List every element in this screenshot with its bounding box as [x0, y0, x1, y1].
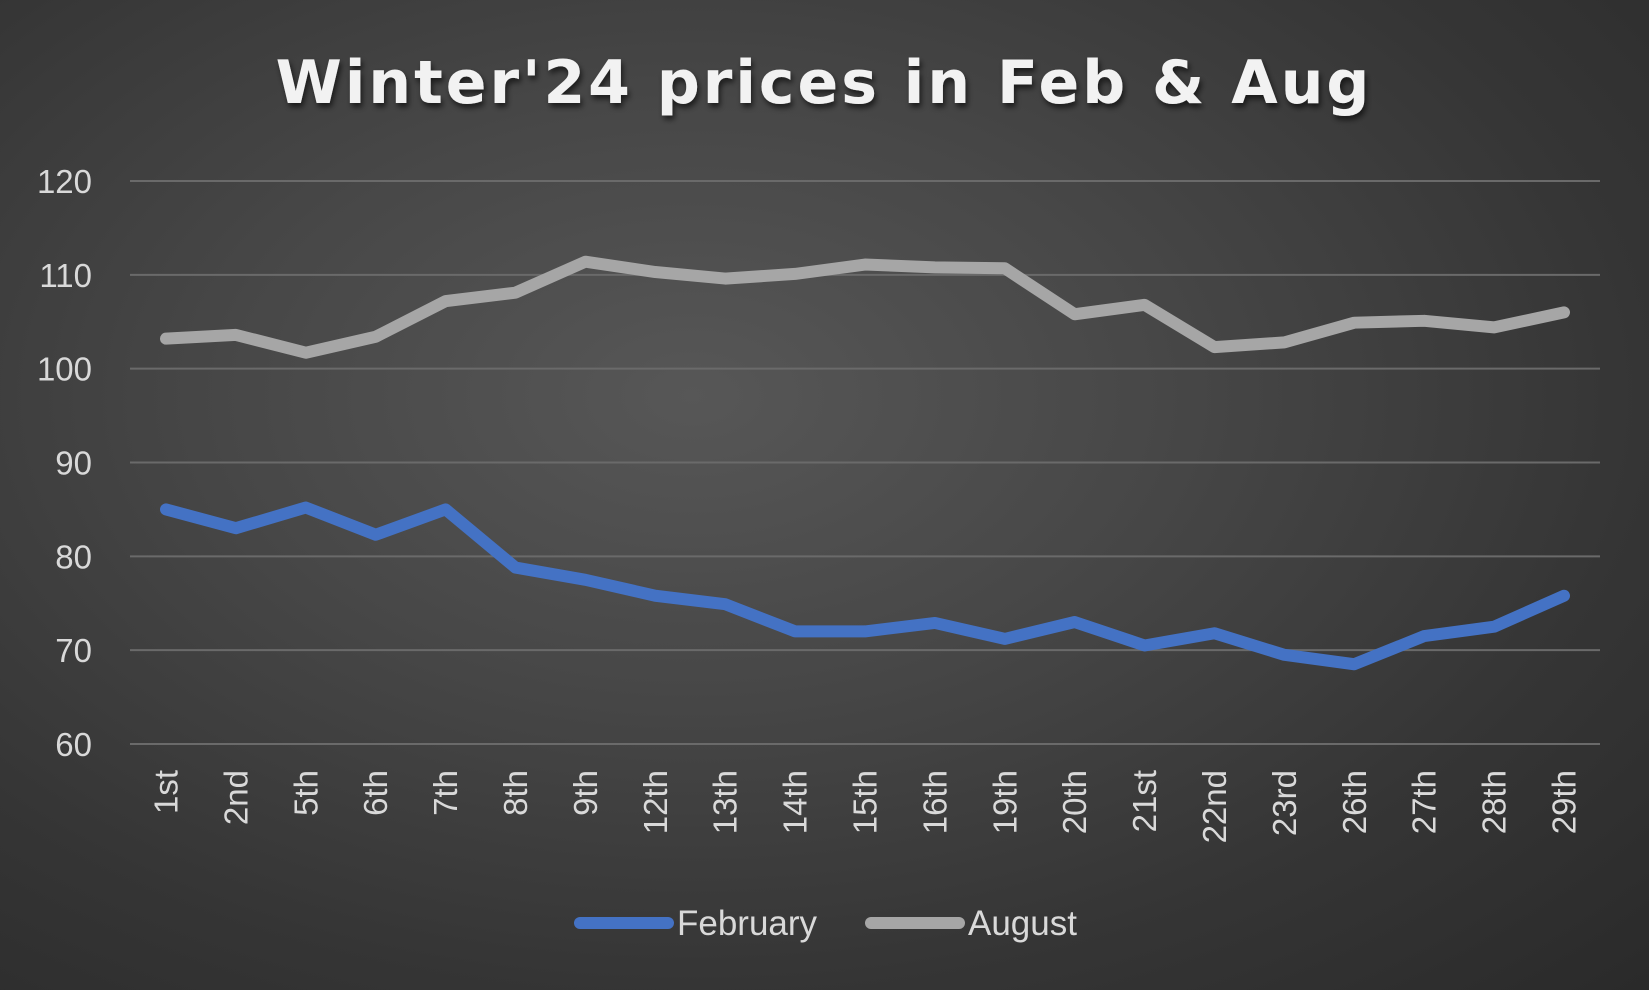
y-tick-label: 60 [55, 726, 92, 763]
legend-label-august: August [968, 904, 1077, 943]
series-line-august [160, 255, 1570, 359]
x-tick-label: 15th [847, 770, 884, 834]
x-tick-label: 14th [777, 770, 814, 834]
y-tick-label: 110 [39, 257, 92, 294]
gridlines [130, 180, 1600, 745]
x-tick-label: 9th [567, 770, 604, 816]
x-tick-label: 5th [287, 770, 324, 816]
x-tick-label: 26th [1336, 770, 1373, 834]
x-tick-label: 27th [1406, 770, 1443, 834]
y-tick-label: 120 [37, 163, 92, 200]
x-tick-label: 20th [1056, 770, 1093, 834]
x-tick-label: 29th [1546, 770, 1583, 834]
legend: February August [574, 904, 1077, 943]
x-tick-label: 6th [357, 770, 394, 816]
legend-label-february: February [677, 904, 818, 943]
x-tick-label: 21st [1126, 770, 1163, 832]
x-tick-label: 12th [637, 770, 674, 834]
x-tick-label: 1st [148, 770, 185, 814]
x-tick-label: 19th [986, 770, 1023, 834]
series-line-february [160, 501, 1570, 671]
x-tick-label: 13th [707, 770, 744, 834]
y-tick-label: 70 [55, 632, 92, 669]
x-tick-label: 7th [427, 770, 464, 816]
x-tick-label: 16th [916, 770, 953, 834]
x-tick-label: 2nd [217, 770, 254, 825]
x-tick-label: 22nd [1196, 770, 1233, 843]
y-tick-label: 90 [55, 445, 92, 482]
x-axis-ticks: 1st 2nd 5th 6th 7th 8th 9th 12th 13th 14th 15th 16t… [148, 770, 1583, 843]
y-axis-ticks: 60 70 80 90 100 110 120 [37, 163, 92, 763]
x-tick-label: 23rd [1266, 770, 1303, 836]
y-tick-label: 80 [55, 538, 92, 575]
x-tick-label: 28th [1476, 770, 1513, 834]
series-lines [160, 255, 1570, 671]
y-tick-label: 100 [37, 351, 92, 388]
x-tick-label: 8th [497, 770, 534, 816]
chart-title: Winter'24 prices in Feb & Aug [276, 48, 1373, 118]
